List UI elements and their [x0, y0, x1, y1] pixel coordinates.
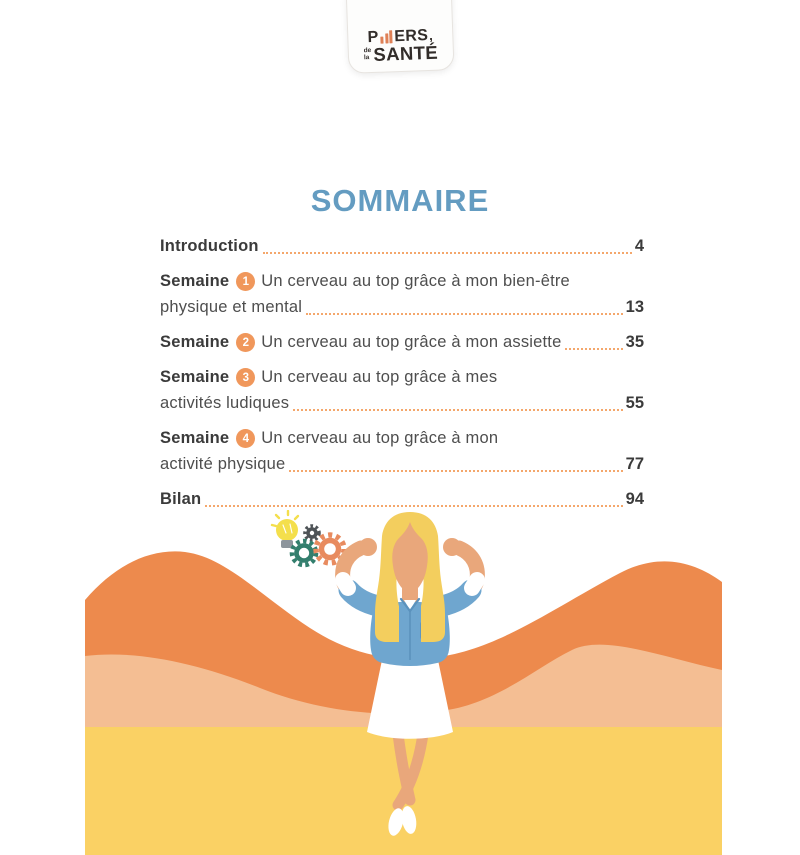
gear-icon-orange [313, 532, 347, 566]
toc-entry-text-line2: activité physique [160, 455, 286, 473]
toc-page-number: 55 [625, 394, 644, 412]
week-number-badge: 1 [236, 272, 256, 291]
dotted-leader [565, 348, 623, 350]
toc-entry-line1: Bilan 94 [160, 486, 644, 512]
white-skirt [367, 660, 453, 739]
gear-icon-gray [303, 524, 321, 542]
toc-entry[interactable]: Bilan 94 [160, 486, 644, 512]
toc-entry-line2: activités ludiques 55 [160, 390, 644, 416]
left-fist [359, 538, 377, 556]
toc-entry-line1: Introduction 4 [160, 233, 644, 259]
toc-entry-text-line2: physique et mental [160, 298, 303, 316]
dotted-leader [293, 409, 623, 411]
toc-page-number: 13 [625, 298, 644, 316]
toc-entry[interactable]: Semaine 2 Un cerveau au top grâce à mon … [160, 329, 644, 355]
dotted-leader [205, 505, 623, 507]
toc-entry[interactable]: Semaine 1 Un cerveau au top grâce à mon … [160, 268, 644, 320]
toc-entry[interactable]: Semaine 4 Un cerveau au top grâce à mon … [160, 425, 644, 477]
toc-entry-text: Un cerveau au top grâce à mon assiette [261, 333, 562, 351]
toc-page-number: 35 [625, 333, 644, 351]
page-title: SOMMAIRE [310, 183, 490, 218]
legs [392, 728, 429, 811]
blonde-hair [375, 512, 445, 642]
toc-entry[interactable]: Introduction 4 [160, 233, 644, 259]
logo-line-sante: de la SANTÉ [363, 41, 439, 65]
woman-flexing-biceps [335, 512, 485, 836]
gear-icon-teal [289, 538, 319, 568]
toc-entry-label: Semaine [160, 272, 230, 290]
toc-entry-line1: Semaine 1 Un cerveau au top grâce à mon … [160, 268, 644, 294]
toc-page-number: 77 [625, 455, 644, 473]
logo-comma: , [428, 27, 434, 43]
piliers-de-la-sante-logo: P ERS , de la SANTÉ [345, 0, 455, 74]
week-number-badge: 2 [236, 333, 256, 352]
toc-entry-label: Semaine [160, 368, 230, 386]
logo-sante-text: SANTÉ [373, 41, 439, 65]
left-arm [335, 538, 389, 617]
week-number-badge: 4 [236, 429, 256, 448]
shoes [388, 806, 417, 836]
idea-icons [270, 510, 347, 568]
toc-entry-label: Bilan [160, 490, 202, 508]
week-number-badge: 3 [236, 368, 256, 387]
toc-entry-line1: Semaine 3 Un cerveau au top grâce à mes [160, 364, 644, 390]
toc-entry-label: Semaine [160, 333, 230, 351]
right-arm [431, 538, 485, 617]
toc-entry-label: Semaine [160, 429, 230, 447]
toc-entry-line2: activité physique 77 [160, 451, 644, 477]
logo-de-la: de la [363, 47, 372, 61]
toc-page-number: 94 [625, 490, 644, 508]
toc-entry[interactable]: Semaine 3 Un cerveau au top grâce à mes … [160, 364, 644, 416]
toc-entry-text: Un cerveau au top grâce à mon bien-être [261, 272, 570, 290]
dotted-leader [306, 313, 623, 315]
toc-page-number: 4 [634, 237, 644, 255]
dotted-leader [262, 252, 632, 254]
dotted-leader [289, 470, 623, 472]
toc-entry-label: Introduction [160, 237, 259, 255]
toc-entry-line2: physique et mental 13 [160, 294, 644, 320]
toc-entry-text-line2: activités ludiques [160, 394, 290, 412]
lightbulb-icon [270, 510, 300, 548]
toc-list: Introduction 4 Semaine 1 Un cerveau au t… [160, 233, 644, 521]
toc-entry-text: Un cerveau au top grâce à mes [261, 368, 498, 386]
bar-chart-icon [379, 30, 393, 44]
bottom-illustration [85, 510, 722, 855]
toc-entry-line1: Semaine 2 Un cerveau au top grâce à mon … [160, 329, 644, 355]
right-fist [443, 538, 461, 556]
face [392, 522, 428, 594]
toc-entry-text: Un cerveau au top grâce à mon [261, 429, 499, 447]
toc-entry-line1: Semaine 4 Un cerveau au top grâce à mon [160, 425, 644, 451]
